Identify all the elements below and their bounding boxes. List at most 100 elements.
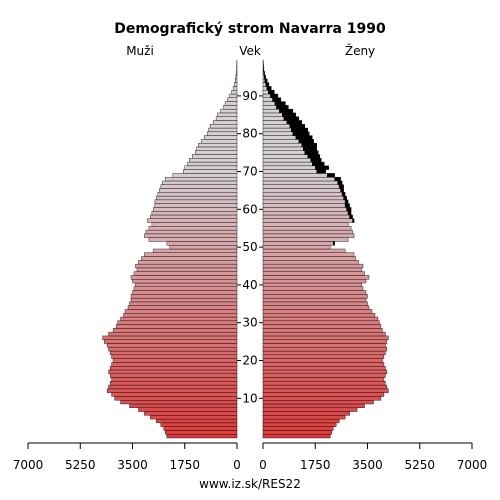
male-bar-age-89 <box>227 97 238 102</box>
female-bar-age-78 <box>262 139 300 144</box>
female-label: Ženy <box>345 43 375 58</box>
female-bar-age-68 <box>262 176 335 182</box>
female-bar-age-36 <box>262 297 367 303</box>
male-bars <box>102 59 238 439</box>
male-bar-age-25 <box>103 339 238 344</box>
male-bar-age-46 <box>138 260 238 265</box>
male-bar-age-23 <box>108 347 238 352</box>
female-excess-bar-age-67 <box>337 180 343 185</box>
male-bar-age-0 <box>166 434 238 439</box>
male-bar-age-55 <box>148 226 238 231</box>
female-excess-bar-age-81 <box>291 127 308 133</box>
female-bar-age-58 <box>262 214 350 219</box>
female-bar-age-19 <box>262 362 385 367</box>
female-bar-age-72 <box>262 161 313 167</box>
male-bar-age-54 <box>145 229 238 235</box>
female-bar-age-79 <box>262 135 297 140</box>
male-bar-age-19 <box>111 362 238 367</box>
female-excess-bar-age-83 <box>286 120 303 125</box>
female-bar-age-34 <box>262 305 370 310</box>
female-bar-age-85 <box>262 112 283 117</box>
male-bar-age-37 <box>130 294 238 299</box>
x-tick-label-left-3500: 3500 <box>117 458 148 472</box>
male-bar-age-3 <box>160 422 238 427</box>
male-bar-age-47 <box>141 256 238 261</box>
female-bar-age-53 <box>262 233 355 238</box>
female-bar-age-29 <box>262 324 382 329</box>
male-bar-age-43 <box>133 271 238 276</box>
male-bar-age-73 <box>189 158 238 163</box>
male-bar-age-13 <box>108 384 238 390</box>
female-excess-bar-age-74 <box>307 154 320 159</box>
male-bar-age-11 <box>111 392 238 397</box>
female-excess-bar-age-66 <box>338 184 344 189</box>
female-bar-age-74 <box>262 154 308 159</box>
female-bar-age-92 <box>262 86 268 91</box>
female-bar-age-12 <box>262 388 389 393</box>
x-tick-label-right-0: 0 <box>259 458 267 472</box>
male-bar-age-83 <box>212 120 238 125</box>
female-bar-age-44 <box>262 267 362 272</box>
male-bar-age-78 <box>200 139 238 144</box>
male-bar-age-20 <box>112 358 238 363</box>
female-bar-age-1 <box>262 430 332 435</box>
male-bar-age-24 <box>106 343 238 348</box>
age-axis-label: Vek <box>239 44 261 58</box>
age-tick-label-70: 70 <box>242 165 257 179</box>
female-bar-age-87 <box>262 105 277 110</box>
female-bar-age-71 <box>262 165 316 170</box>
female-excess-bar-age-63 <box>343 195 347 201</box>
male-bar-age-91 <box>231 90 238 95</box>
male-bar-age-45 <box>135 263 238 269</box>
female-excess-bar-age-69 <box>326 173 335 178</box>
male-bar-age-77 <box>197 142 238 148</box>
female-bar-age-59 <box>262 210 349 216</box>
male-bar-age-39 <box>133 286 238 291</box>
female-bar-age-57 <box>262 218 353 223</box>
female-bar-age-37 <box>262 294 368 299</box>
female-bar-age-13 <box>262 384 388 390</box>
male-bar-age-60 <box>153 207 238 212</box>
male-bar-age-44 <box>136 267 238 272</box>
male-bar-age-9 <box>120 400 238 405</box>
female-bar-age-81 <box>262 127 292 133</box>
female-bar-age-50 <box>262 245 331 250</box>
male-bar-age-16 <box>109 373 238 378</box>
female-bar-age-14 <box>262 381 386 386</box>
female-bar-age-76 <box>262 146 304 151</box>
female-bar-age-21 <box>262 354 385 359</box>
x-tick-label-left-0: 0 <box>233 458 241 472</box>
male-bar-age-1 <box>165 430 238 435</box>
x-tick-label-left-5250: 5250 <box>65 458 96 472</box>
female-bar-age-46 <box>262 260 359 265</box>
x-axis: 7000 5250 3500 1750 0 0 1750 3500 5250 7000 <box>13 442 488 472</box>
male-bar-age-94 <box>235 78 238 83</box>
male-bar-age-72 <box>187 161 238 167</box>
x-tick-label-right-1750: 1750 <box>300 458 331 472</box>
x-tick-label-right-7000: 7000 <box>457 458 488 472</box>
male-bar-age-50 <box>169 245 238 250</box>
female-bar-age-2 <box>262 426 334 431</box>
female-bar-age-56 <box>262 222 349 227</box>
female-excess-bar-age-71 <box>315 165 329 170</box>
female-excess-bar-age-68 <box>334 176 341 182</box>
female-bar-age-7 <box>262 407 358 412</box>
female-bar-age-9 <box>262 400 374 405</box>
female-excess-bar-age-82 <box>289 124 305 129</box>
male-bar-age-49 <box>153 248 238 253</box>
female-bar-age-30 <box>262 320 380 325</box>
female-bar-age-49 <box>262 248 346 253</box>
male-bar-age-22 <box>109 350 238 356</box>
age-tick-label-40: 40 <box>242 278 257 292</box>
female-bar-age-20 <box>262 358 383 363</box>
female-excess-bar-age-91 <box>268 90 275 95</box>
female-excess-bar-age-85 <box>282 112 297 117</box>
female-bar-age-17 <box>262 369 388 374</box>
age-ticks: 10 20 30 40 50 60 70 80 90 <box>237 89 263 405</box>
female-excess-bar-age-95 <box>263 74 266 80</box>
x-tick-label-right-5250: 5250 <box>404 458 435 472</box>
male-bar-age-59 <box>151 210 238 216</box>
male-bar-age-10 <box>114 396 238 401</box>
male-bar-age-30 <box>117 320 238 325</box>
